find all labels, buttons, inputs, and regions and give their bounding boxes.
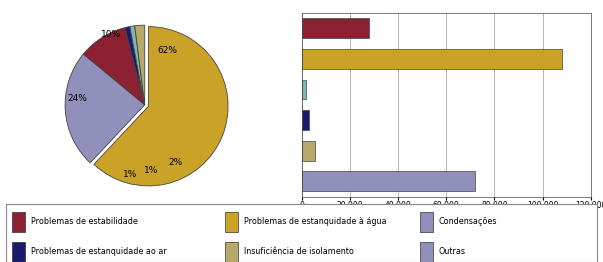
Text: Insuficiência de isolamento: Insuficiência de isolamento (244, 247, 353, 256)
Text: 24%: 24% (67, 94, 87, 103)
Bar (12, 242, 25, 262)
Text: Problemas de estanquidade à água: Problemas de estanquidade à água (244, 217, 386, 226)
Text: 62%: 62% (157, 46, 177, 55)
Text: Problemas de estanquidade ao ar: Problemas de estanquidade ao ar (31, 247, 166, 256)
Text: 2%: 2% (168, 158, 182, 167)
Bar (420, 242, 433, 262)
Text: 10%: 10% (101, 30, 121, 39)
Bar (302, 141, 315, 161)
Bar (12, 212, 25, 232)
Wedge shape (130, 26, 145, 105)
Text: Problemas de estabilidade: Problemas de estabilidade (31, 217, 137, 226)
Text: Condensações: Condensações (438, 217, 497, 226)
X-axis label: Custo dos Trabalhos de Reparação de Danos (x10² €): Custo dos Trabalhos de Reparação de Dano… (344, 214, 548, 223)
Bar (302, 49, 562, 69)
Wedge shape (83, 28, 145, 105)
Bar (302, 80, 306, 100)
Bar (225, 212, 238, 232)
Bar (302, 110, 309, 130)
Text: Outras: Outras (438, 247, 466, 256)
Bar (302, 18, 369, 38)
Wedge shape (134, 25, 145, 105)
Wedge shape (125, 26, 145, 105)
Bar (302, 171, 475, 191)
Text: 1%: 1% (123, 170, 137, 179)
Title: Sinistros (%): Sinistros (%) (114, 206, 175, 216)
Bar (225, 242, 238, 262)
Wedge shape (65, 54, 145, 163)
Wedge shape (94, 27, 228, 186)
Text: 1%: 1% (144, 166, 158, 174)
Bar (420, 212, 433, 232)
